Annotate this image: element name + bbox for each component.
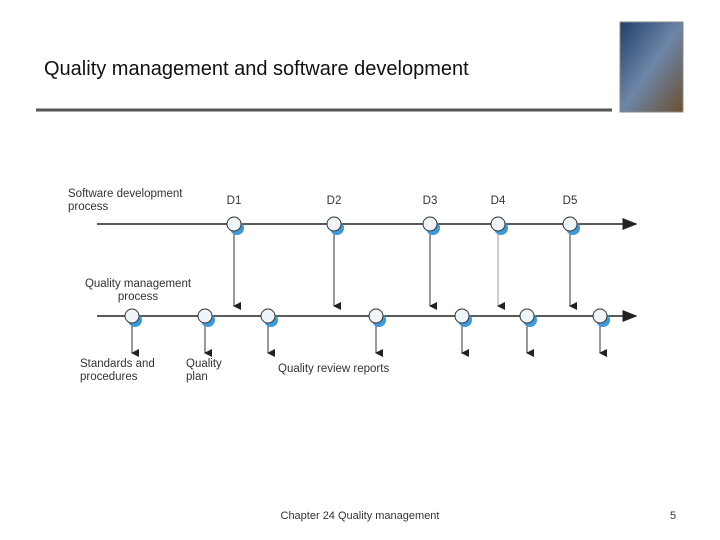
deliverable-label: D3 (423, 195, 438, 207)
footer-text: Chapter 24 Quality management (281, 510, 440, 522)
node (422, 216, 438, 232)
node (260, 308, 276, 324)
node (490, 216, 506, 232)
diagram-label: procedures (80, 371, 138, 383)
diagram-label: process (68, 201, 109, 213)
page-number: 5 (670, 510, 676, 522)
deliverable-label: D5 (563, 195, 578, 207)
diagram-label: Quality review reports (278, 363, 389, 375)
node (326, 216, 342, 232)
diagram-label: Standards and (80, 358, 155, 370)
node (226, 216, 242, 232)
node (592, 308, 608, 324)
diagram-label: Software development (68, 188, 183, 200)
diagram-label: plan (186, 371, 208, 383)
node (368, 308, 384, 324)
diagram-label: process (118, 291, 159, 303)
diagram-label: Quality (186, 358, 222, 370)
book-cover (620, 22, 683, 112)
node (124, 308, 140, 324)
node (197, 308, 213, 324)
deliverable-label: D2 (327, 195, 342, 207)
node (562, 216, 578, 232)
diagram-label: Quality management (85, 278, 192, 290)
node (519, 308, 535, 324)
slide-title: Quality management and software developm… (44, 58, 469, 80)
deliverable-label: D4 (491, 195, 506, 207)
book-cover-border (619, 21, 684, 113)
node (454, 308, 470, 324)
deliverable-label: D1 (227, 195, 242, 207)
